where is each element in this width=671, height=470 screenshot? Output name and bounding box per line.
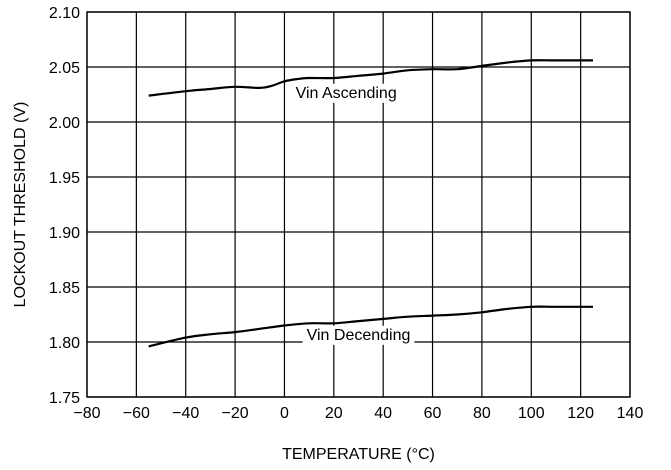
y-tick-label: 1.85 — [49, 280, 80, 297]
x-tick-labels: −80 −60 −40 −20 0 20 40 60 80 100 120 140 — [73, 405, 643, 422]
x-tick-label: −40 — [172, 405, 199, 422]
x-tick-label: −60 — [123, 405, 150, 422]
series-labels: Vin Ascending Vin Decending — [291, 83, 415, 345]
y-tick-label: 1.95 — [49, 170, 80, 187]
y-tick-label: 1.90 — [49, 225, 80, 242]
series-line-1 — [148, 305, 593, 348]
series-label-0: Vin Ascending — [296, 85, 397, 102]
x-tick-label: 80 — [473, 405, 491, 422]
y-tick-label: 2.10 — [49, 5, 80, 22]
series-label-bg — [291, 83, 401, 103]
series-label-bg — [302, 325, 415, 345]
y-tick-labels: 1.75 1.80 1.85 1.90 1.95 2.00 2.05 2.10 — [49, 5, 80, 407]
x-tick-label: 60 — [424, 405, 442, 422]
x-tick-label: 40 — [374, 405, 392, 422]
x-axis-title: TEMPERATURE (°C) — [282, 446, 435, 463]
plot-frame — [86, 11, 631, 398]
y-tick-label: 1.80 — [49, 335, 80, 352]
y-axis-title: LOCKOUT THRESHOLD (V) — [12, 102, 29, 308]
x-tick-label: 100 — [518, 405, 545, 422]
y-tick-label: 1.75 — [49, 390, 80, 407]
x-tick-label: −20 — [222, 405, 249, 422]
x-tick-label: −80 — [73, 405, 100, 422]
series-label-1: Vin Decending — [307, 327, 411, 344]
x-tick-label: 0 — [280, 405, 289, 422]
series-line-0 — [148, 59, 593, 97]
x-tick-label: 140 — [617, 405, 644, 422]
x-tick-label: 120 — [567, 405, 594, 422]
y-tick-label: 2.00 — [49, 115, 80, 132]
series-group — [148, 59, 593, 348]
x-tick-label: 20 — [325, 405, 343, 422]
y-tick-label: 2.05 — [49, 60, 80, 77]
